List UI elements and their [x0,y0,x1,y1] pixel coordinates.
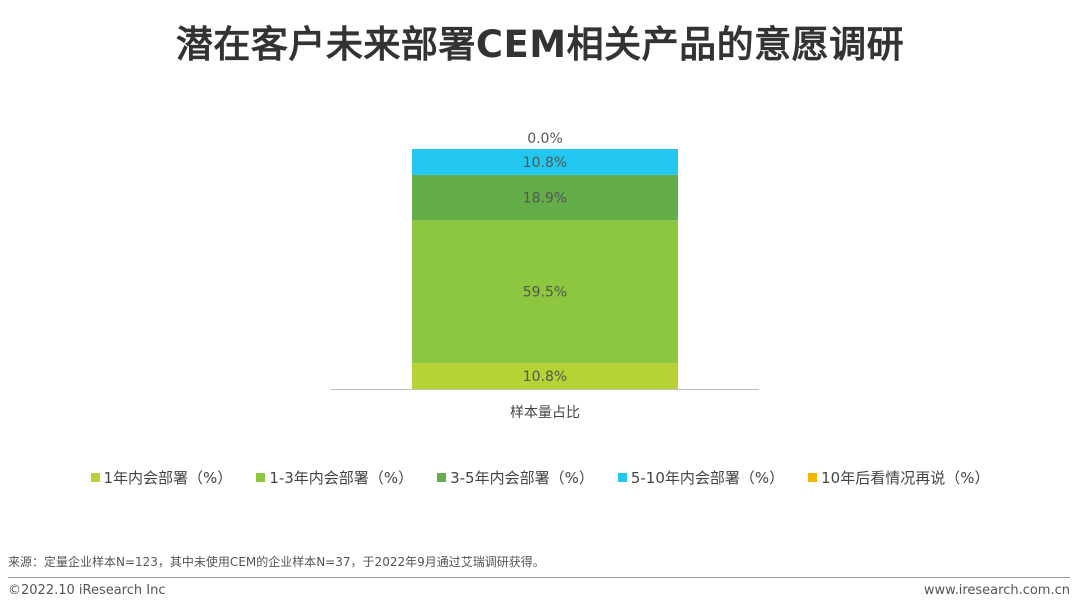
legend-swatch [808,473,818,482]
bar-segment-3 [412,149,678,175]
legend-swatch [617,473,627,482]
copyright-text: ©2022.10 iResearch Inc [8,583,166,598]
source-note: 来源：定量企业样本N=123，其中未使用CEM的企业样本N=37，于2022年9… [8,555,545,569]
page-title: 潜在客户未来部署CEM相关产品的意愿调研 [175,23,905,66]
legend-item: 10年后看情况再说（%） [808,467,989,488]
legend-swatch [90,473,100,482]
legend-swatch [437,473,447,482]
data-label-0: 10.8% [523,369,567,385]
legend-item: 3-5年内会部署（%） [437,467,594,488]
website-link[interactable]: www.iresearch.com.cn [923,583,1070,598]
legend-label: 10年后看情况再说（%） [821,469,990,487]
legend-swatch [256,473,266,482]
legend-item: 5-10年内会部署（%） [617,467,785,488]
legend-label: 1-3年内会部署（%） [269,469,414,487]
legend-item: 1-3年内会部署（%） [256,467,413,488]
data-label-2: 18.9% [523,191,567,207]
legend-label: 3-5年内会部署（%） [450,469,594,487]
data-labels: 10.8% 59.5% 18.9% 10.8% 0.0% [523,131,567,385]
bar-segment-2 [412,174,678,221]
legend: 1年内会部署（%） 1-3年内会部署（%） 3-5年内会部署（%） 5-10年内… [0,467,1080,488]
legend-label: 1年内会部署（%） [103,469,233,487]
bar-segment-1 [412,220,678,364]
data-label-1: 59.5% [523,285,567,301]
x-tick-label: 样本量占比 [510,405,580,421]
bar-segment-0 [412,363,678,389]
data-label-3: 10.8% [523,155,567,171]
bar-stack [412,149,678,389]
legend-item: 1年内会部署（%） [90,467,233,488]
data-label-4: 0.0% [527,131,563,147]
legend-label: 5-10年内会部署（%） [630,469,785,487]
footer-divider [8,577,1070,578]
